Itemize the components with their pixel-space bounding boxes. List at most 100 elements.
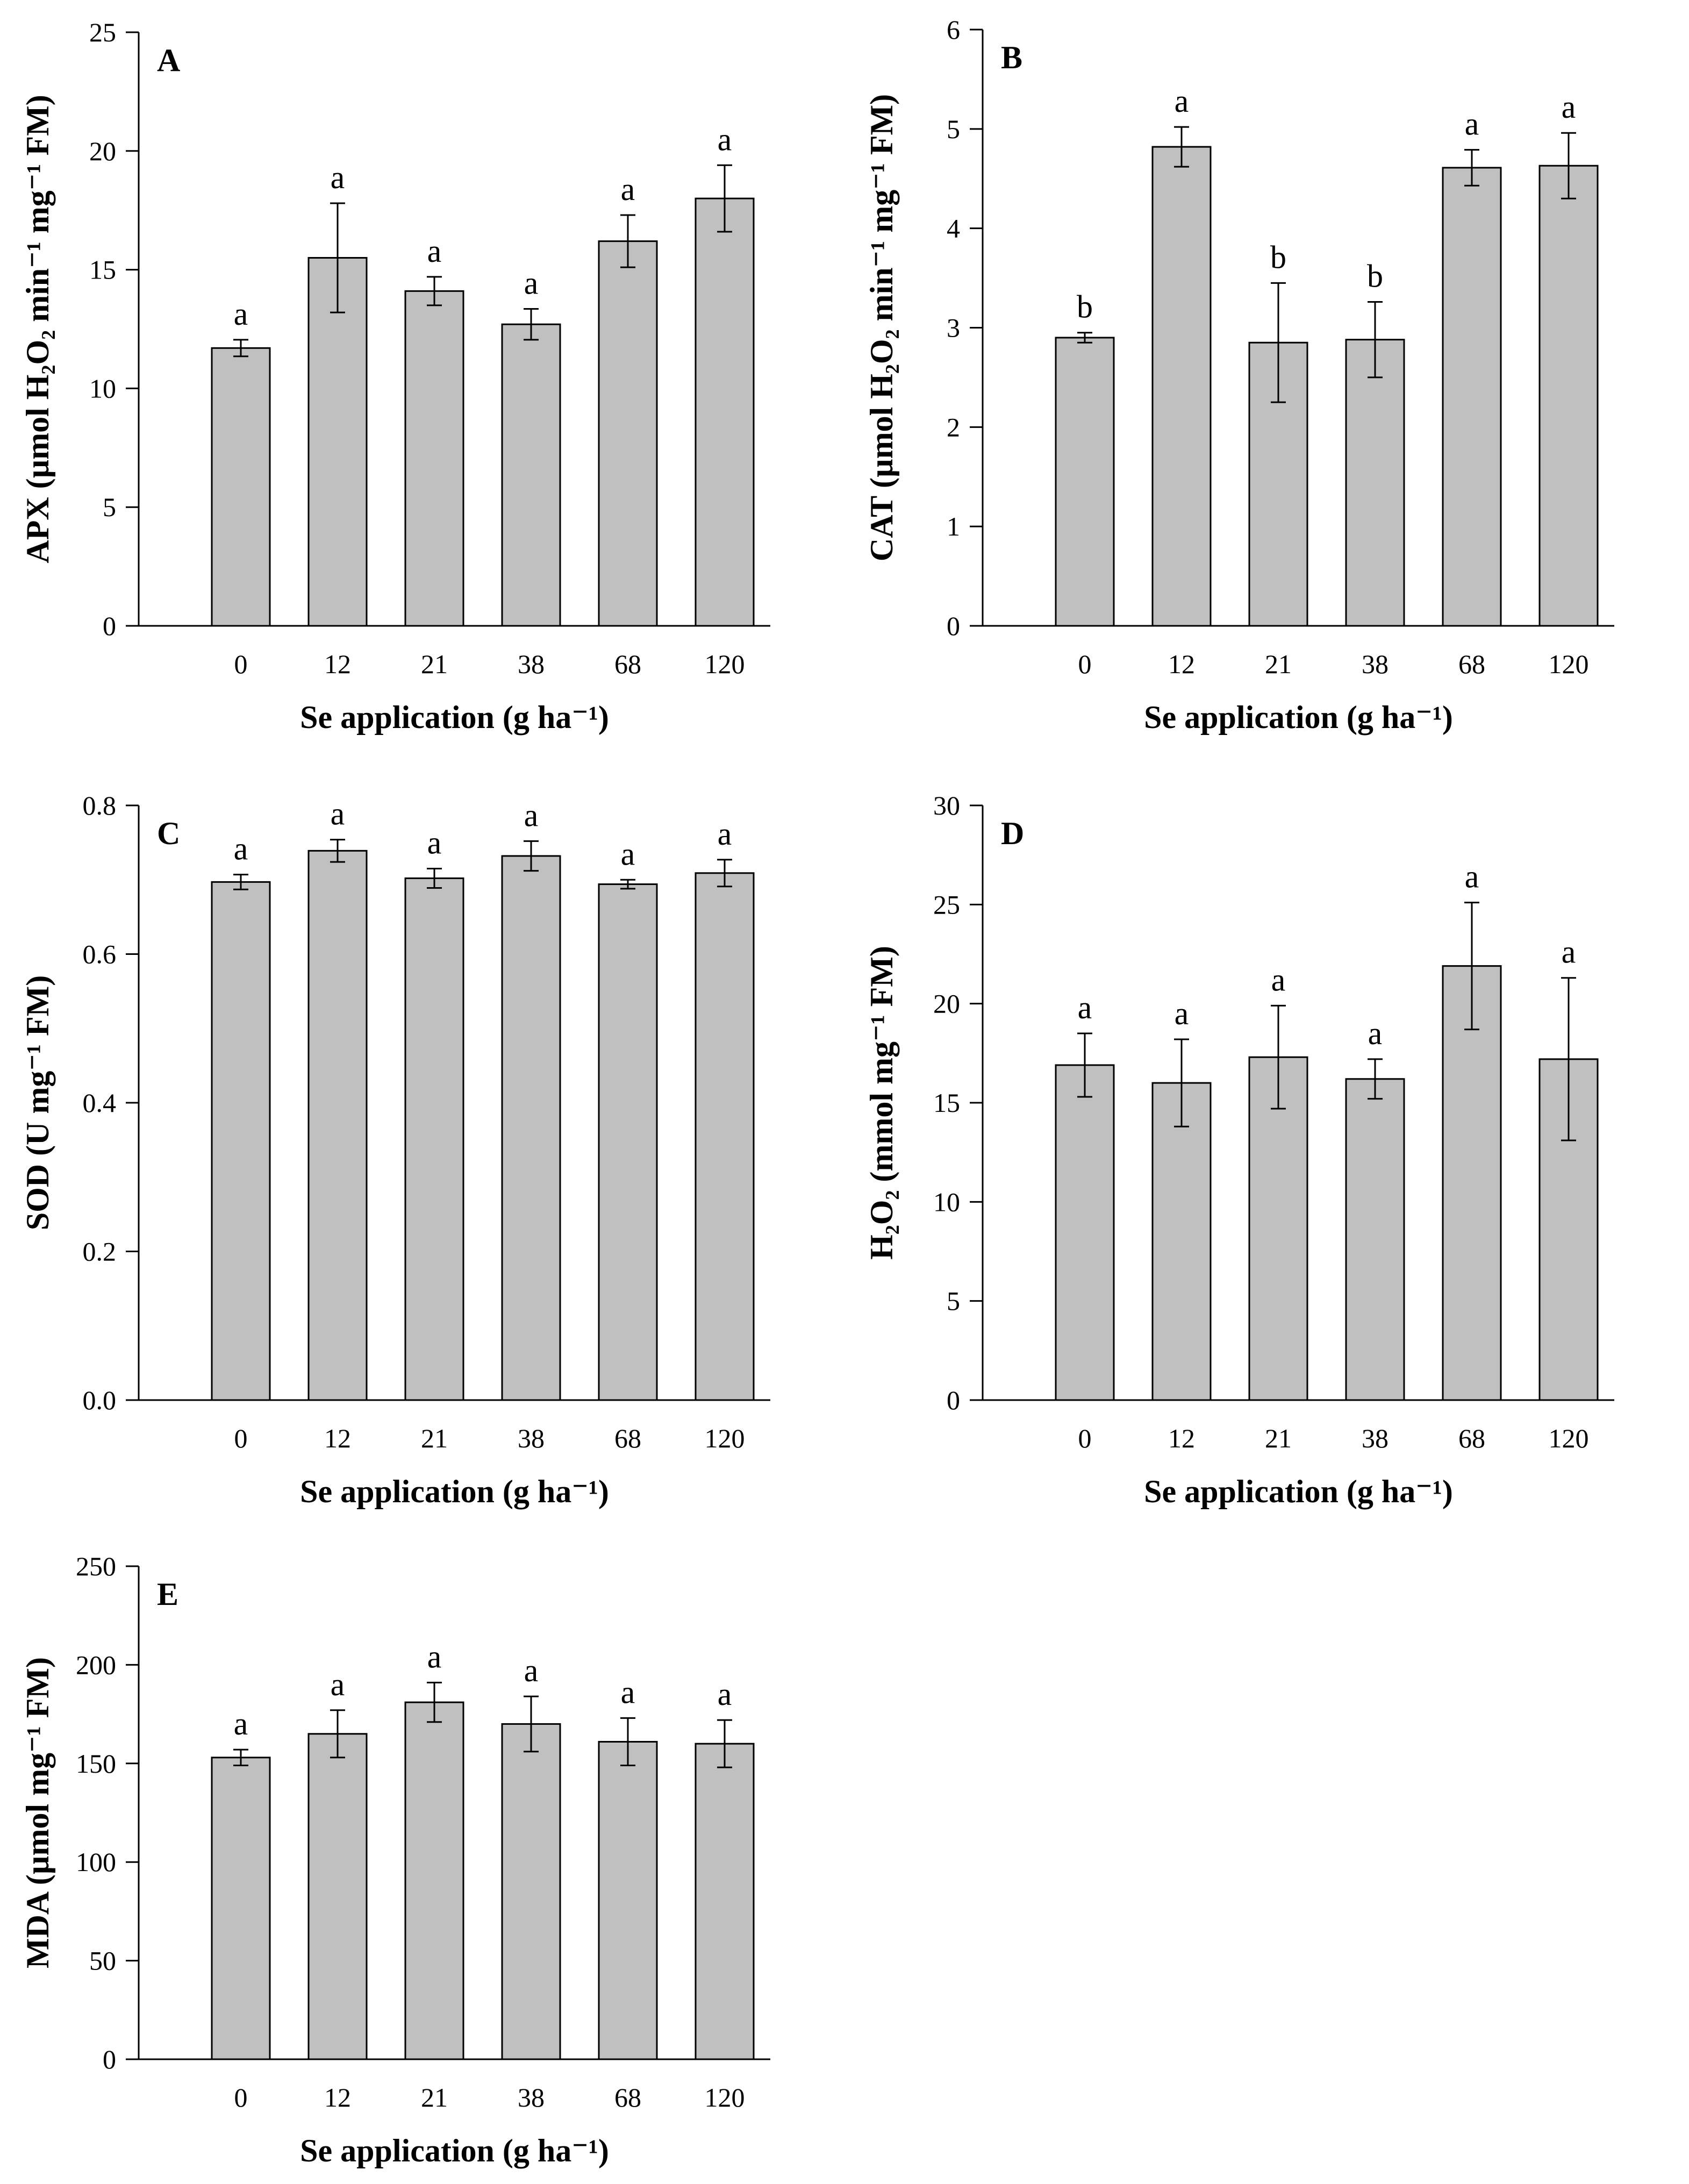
bar	[404, 1701, 464, 2060]
x-tick-label: 12	[324, 2082, 351, 2112]
y-tick-label: 15	[89, 255, 116, 285]
significance-label: a	[1271, 962, 1286, 997]
x-tick-label: 120	[705, 1423, 745, 1453]
significance-label: b	[1367, 258, 1383, 294]
significance-label: a	[1175, 996, 1189, 1031]
bar	[211, 881, 271, 1401]
significance-label: a	[524, 265, 539, 301]
x-tick-label: 120	[705, 649, 745, 679]
bar	[695, 1743, 755, 2060]
bar	[598, 240, 658, 627]
significance-label: a	[621, 1674, 635, 1710]
y-tick-label: 0.0	[83, 1385, 117, 1415]
bar	[211, 1757, 271, 2060]
significance-label: a	[331, 160, 345, 195]
bar	[695, 872, 755, 1401]
x-tick-label: 38	[518, 649, 545, 679]
significance-label: a	[1465, 859, 1479, 895]
panel-e: a 0 a 12 a 21 a 38 a 68 a 120 0 50 100 150 200 250 E Se app…	[20, 1551, 770, 2168]
bar	[1345, 339, 1405, 627]
bar	[695, 197, 755, 627]
x-tick-label: 12	[324, 649, 351, 679]
bar	[1442, 167, 1502, 627]
bar	[404, 290, 464, 627]
y-axis-title: CAT (µmol H₂O₂ min⁻¹ mg⁻¹ FM)	[864, 94, 899, 561]
bar	[1151, 146, 1212, 627]
x-tick-label: 68	[1458, 1423, 1485, 1453]
x-tick-label: 12	[324, 1423, 351, 1453]
x-tick-label: 0	[234, 2082, 248, 2112]
y-tick-label: 100	[76, 1847, 116, 1877]
y-axis-title: SOD (U mg⁻¹ FM)	[20, 975, 55, 1231]
panel-a: a 0 a 12 a 21 a 38 a 68 a 120 0 5 10 15 20 25 A Se applicat…	[20, 17, 770, 735]
y-tick-label: 30	[933, 790, 960, 820]
y-tick-label: 10	[933, 1187, 960, 1217]
bar	[1345, 1078, 1405, 1401]
significance-label: a	[1078, 990, 1092, 1025]
x-tick-label: 12	[1168, 1423, 1195, 1453]
significance-label: a	[1175, 83, 1189, 119]
bar	[1055, 1064, 1115, 1401]
significance-label: a	[427, 1639, 442, 1674]
x-tick-label: 68	[614, 649, 641, 679]
panel-d: a 0 a 12 a 21 a 38 a 68 a 120 0 5 10 15 20 25 30 D Se applic…	[864, 790, 1614, 1509]
y-tick-label: 25	[933, 889, 960, 919]
panel-letter: B	[1001, 40, 1022, 75]
y-axis-title: H₂O₂ (mmol mg⁻¹ FM)	[864, 946, 899, 1260]
x-axis-title: Se application (g ha⁻¹)	[1144, 700, 1453, 735]
y-tick-label: 10	[89, 373, 116, 403]
y-tick-label: 150	[76, 1748, 116, 1779]
x-tick-label: 120	[1549, 649, 1589, 679]
y-tick-label: 25	[89, 17, 116, 47]
x-axis-title: Se application (g ha⁻¹)	[300, 700, 609, 735]
x-tick-label: 0	[234, 649, 248, 679]
significance-label: b	[1270, 239, 1286, 275]
y-tick-label: 0	[947, 611, 960, 641]
significance-label: a	[718, 816, 732, 852]
x-tick-label: 38	[518, 1423, 545, 1453]
x-tick-label: 12	[1168, 649, 1195, 679]
x-axis-title: Se application (g ha⁻¹)	[300, 1474, 609, 1509]
y-tick-label: 0	[103, 2044, 116, 2074]
x-tick-label: 68	[1458, 649, 1485, 679]
y-tick-label: 50	[89, 1946, 116, 1976]
x-tick-label: 120	[705, 2082, 745, 2112]
bar	[598, 883, 658, 1401]
y-tick-label: 20	[89, 136, 116, 166]
panel-letter: C	[157, 816, 180, 851]
significance-label: a	[234, 1706, 248, 1742]
x-tick-label: 21	[421, 649, 448, 679]
x-tick-label: 21	[421, 1423, 448, 1453]
panel-c: a 0 a 12 a 21 a 38 a 68 a 120 0.0 0.2 0.4 0.6 0.8 C Se app…	[20, 790, 770, 1509]
significance-label: a	[1562, 934, 1576, 970]
bar	[598, 1740, 658, 2060]
x-tick-label: 38	[1362, 649, 1389, 679]
significance-label: a	[1368, 1016, 1383, 1051]
x-tick-label: 38	[518, 2082, 545, 2112]
y-tick-label: 0.2	[83, 1237, 117, 1267]
bar	[501, 855, 561, 1401]
significance-label: a	[1465, 106, 1479, 142]
y-tick-label: 0.8	[83, 790, 117, 820]
significance-label: a	[234, 296, 248, 332]
y-tick-label: 6	[947, 15, 960, 45]
y-tick-label: 20	[933, 989, 960, 1019]
bar	[1248, 1056, 1308, 1401]
significance-label: a	[718, 122, 732, 157]
bar	[1151, 1082, 1212, 1401]
y-tick-label: 5	[103, 492, 116, 522]
bar	[1442, 965, 1502, 1401]
significance-label: b	[1077, 289, 1093, 325]
significance-label: a	[524, 797, 539, 833]
y-tick-label: 2	[947, 412, 960, 442]
bar	[211, 347, 271, 627]
bar	[501, 1723, 561, 2060]
significance-label: a	[234, 831, 248, 867]
significance-label: a	[621, 172, 635, 207]
panel-letter: D	[1001, 816, 1024, 851]
x-tick-label: 68	[614, 2082, 641, 2112]
significance-label: a	[427, 825, 442, 861]
significance-label: a	[1562, 89, 1576, 125]
